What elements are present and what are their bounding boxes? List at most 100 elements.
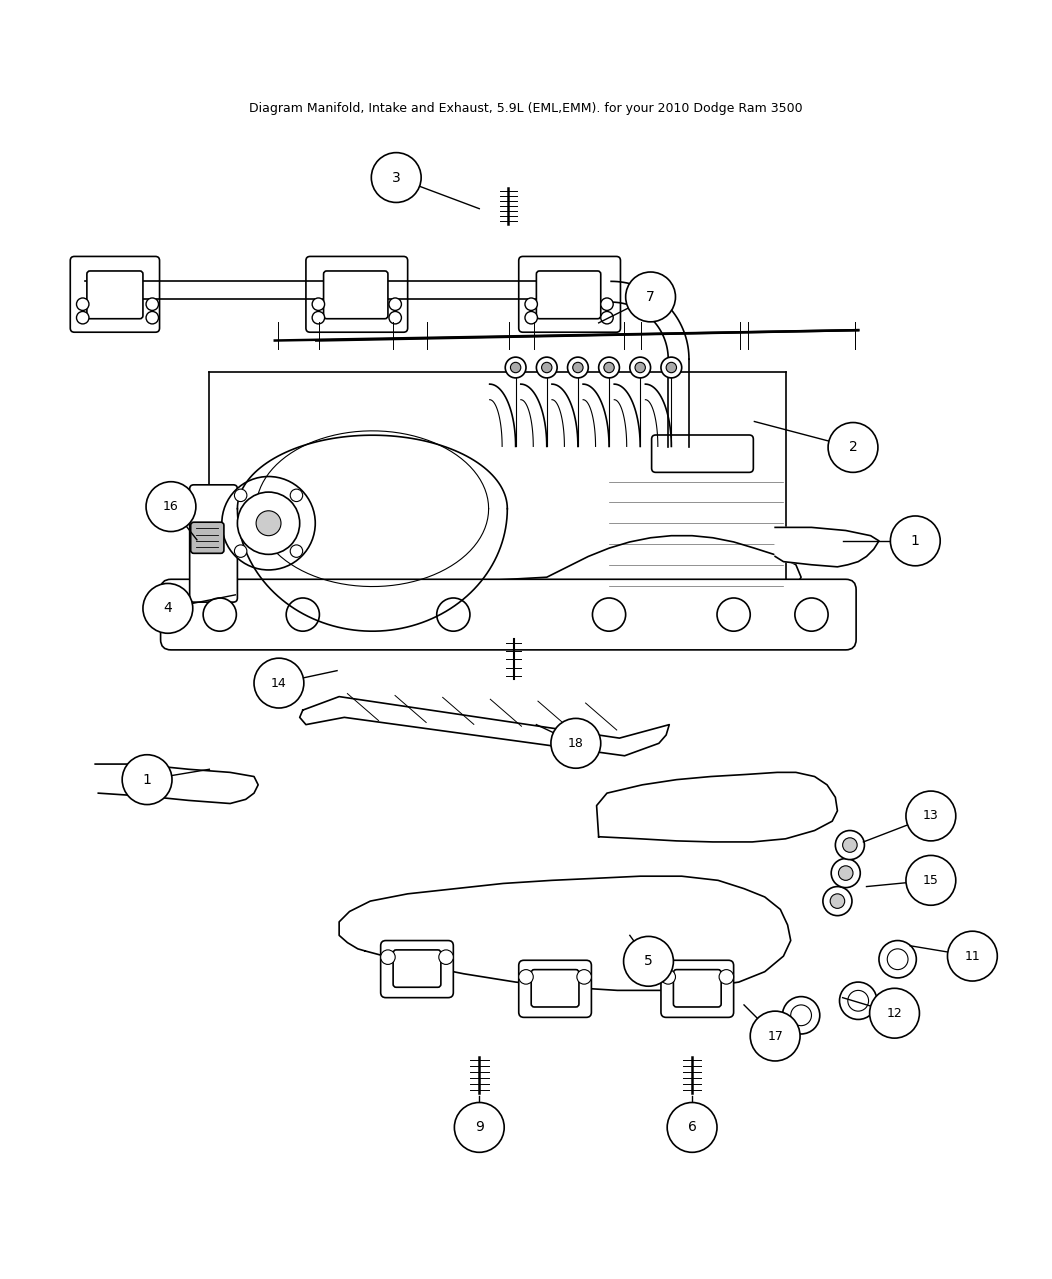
FancyBboxPatch shape bbox=[519, 256, 621, 333]
Circle shape bbox=[750, 1012, 801, 1062]
FancyBboxPatch shape bbox=[519, 961, 591, 1017]
Text: 15: 15 bbox=[923, 874, 938, 886]
Circle shape bbox=[389, 298, 402, 311]
Title: Diagram Manifold, Intake and Exhaust, 5.9L (EML,EMM). for your 2010 Dodge Ram 35: Diagram Manifold, Intake and Exhaust, 5.… bbox=[249, 102, 803, 115]
Circle shape bbox=[599, 357, 620, 377]
Circle shape bbox=[312, 298, 325, 311]
Circle shape bbox=[720, 969, 733, 984]
Circle shape bbox=[848, 990, 869, 1012]
Circle shape bbox=[906, 856, 956, 906]
FancyBboxPatch shape bbox=[651, 435, 753, 472]
Text: 7: 7 bbox=[646, 290, 655, 304]
Circle shape bbox=[510, 362, 521, 372]
Circle shape bbox=[791, 1005, 811, 1026]
Circle shape bbox=[870, 989, 919, 1039]
FancyBboxPatch shape bbox=[673, 969, 722, 1007]
Circle shape bbox=[551, 719, 601, 769]
Circle shape bbox=[203, 599, 237, 632]
Text: 12: 12 bbox=[887, 1007, 903, 1019]
FancyBboxPatch shape bbox=[189, 485, 238, 602]
Circle shape bbox=[290, 545, 303, 558]
Circle shape bbox=[542, 362, 552, 372]
Polygon shape bbox=[209, 536, 802, 596]
Circle shape bbox=[601, 298, 613, 311]
Circle shape bbox=[887, 949, 908, 969]
Text: 1: 1 bbox=[911, 533, 919, 547]
Text: 13: 13 bbox=[923, 810, 938, 822]
Circle shape bbox=[437, 599, 470, 632]
Circle shape bbox=[661, 969, 675, 984]
Circle shape bbox=[795, 599, 828, 632]
Circle shape bbox=[286, 599, 320, 632]
Circle shape bbox=[519, 969, 533, 984]
Text: 18: 18 bbox=[568, 737, 584, 749]
Circle shape bbox=[831, 858, 861, 888]
Circle shape bbox=[77, 312, 89, 324]
Polygon shape bbox=[775, 527, 879, 567]
Circle shape bbox=[843, 838, 857, 852]
Circle shape bbox=[371, 152, 421, 202]
Circle shape bbox=[256, 510, 281, 536]
Circle shape bbox=[122, 755, 173, 804]
Circle shape bbox=[624, 936, 673, 986]
Circle shape bbox=[604, 362, 614, 372]
Circle shape bbox=[389, 312, 402, 324]
Polygon shape bbox=[596, 773, 837, 842]
Circle shape bbox=[254, 659, 304, 709]
FancyBboxPatch shape bbox=[306, 256, 408, 333]
Circle shape bbox=[290, 489, 303, 501]
FancyBboxPatch shape bbox=[161, 579, 856, 650]
Circle shape bbox=[235, 489, 247, 501]
Text: 9: 9 bbox=[474, 1120, 484, 1134]
Polygon shape bbox=[339, 876, 791, 990]
Circle shape bbox=[635, 362, 645, 372]
Circle shape bbox=[661, 357, 682, 377]
Circle shape bbox=[525, 312, 538, 324]
Circle shape bbox=[572, 362, 583, 372]
Circle shape bbox=[146, 482, 196, 532]
Circle shape bbox=[835, 830, 865, 859]
Circle shape bbox=[630, 357, 650, 377]
Circle shape bbox=[783, 996, 820, 1033]
Text: 6: 6 bbox=[688, 1120, 696, 1134]
Text: 11: 11 bbox=[965, 949, 980, 963]
Circle shape bbox=[666, 362, 676, 372]
Circle shape bbox=[601, 312, 613, 324]
Polygon shape bbox=[300, 697, 669, 756]
Circle shape bbox=[906, 792, 956, 840]
Circle shape bbox=[525, 298, 538, 311]
Circle shape bbox=[890, 515, 940, 565]
FancyBboxPatch shape bbox=[393, 950, 441, 987]
Circle shape bbox=[537, 357, 558, 377]
Circle shape bbox=[146, 312, 159, 324]
FancyBboxPatch shape bbox=[381, 940, 453, 998]
Circle shape bbox=[505, 357, 526, 377]
Circle shape bbox=[381, 950, 396, 964]
Text: 14: 14 bbox=[271, 677, 287, 689]
Circle shape bbox=[146, 298, 159, 311]
Text: 5: 5 bbox=[644, 954, 653, 968]
FancyBboxPatch shape bbox=[87, 271, 143, 318]
Circle shape bbox=[592, 599, 626, 632]
FancyBboxPatch shape bbox=[661, 961, 733, 1017]
Circle shape bbox=[823, 886, 852, 916]
Circle shape bbox=[454, 1102, 504, 1152]
Text: 17: 17 bbox=[767, 1030, 783, 1042]
FancyBboxPatch shape bbox=[70, 256, 160, 333]
Circle shape bbox=[576, 969, 591, 984]
FancyBboxPatch shape bbox=[190, 522, 224, 554]
Circle shape bbox=[222, 477, 316, 570]
FancyBboxPatch shape bbox=[324, 271, 388, 318]
Circle shape bbox=[838, 866, 853, 880]
Circle shape bbox=[717, 599, 750, 632]
Circle shape bbox=[238, 492, 300, 554]
Circle shape bbox=[312, 312, 325, 324]
FancyBboxPatch shape bbox=[537, 271, 601, 318]
FancyBboxPatch shape bbox=[531, 969, 579, 1007]
Text: 2: 2 bbox=[849, 440, 857, 454]
Circle shape bbox=[879, 940, 916, 978]
Circle shape bbox=[439, 950, 453, 964]
Circle shape bbox=[143, 583, 193, 633]
Circle shape bbox=[667, 1102, 717, 1152]
Text: 1: 1 bbox=[143, 773, 151, 787]
